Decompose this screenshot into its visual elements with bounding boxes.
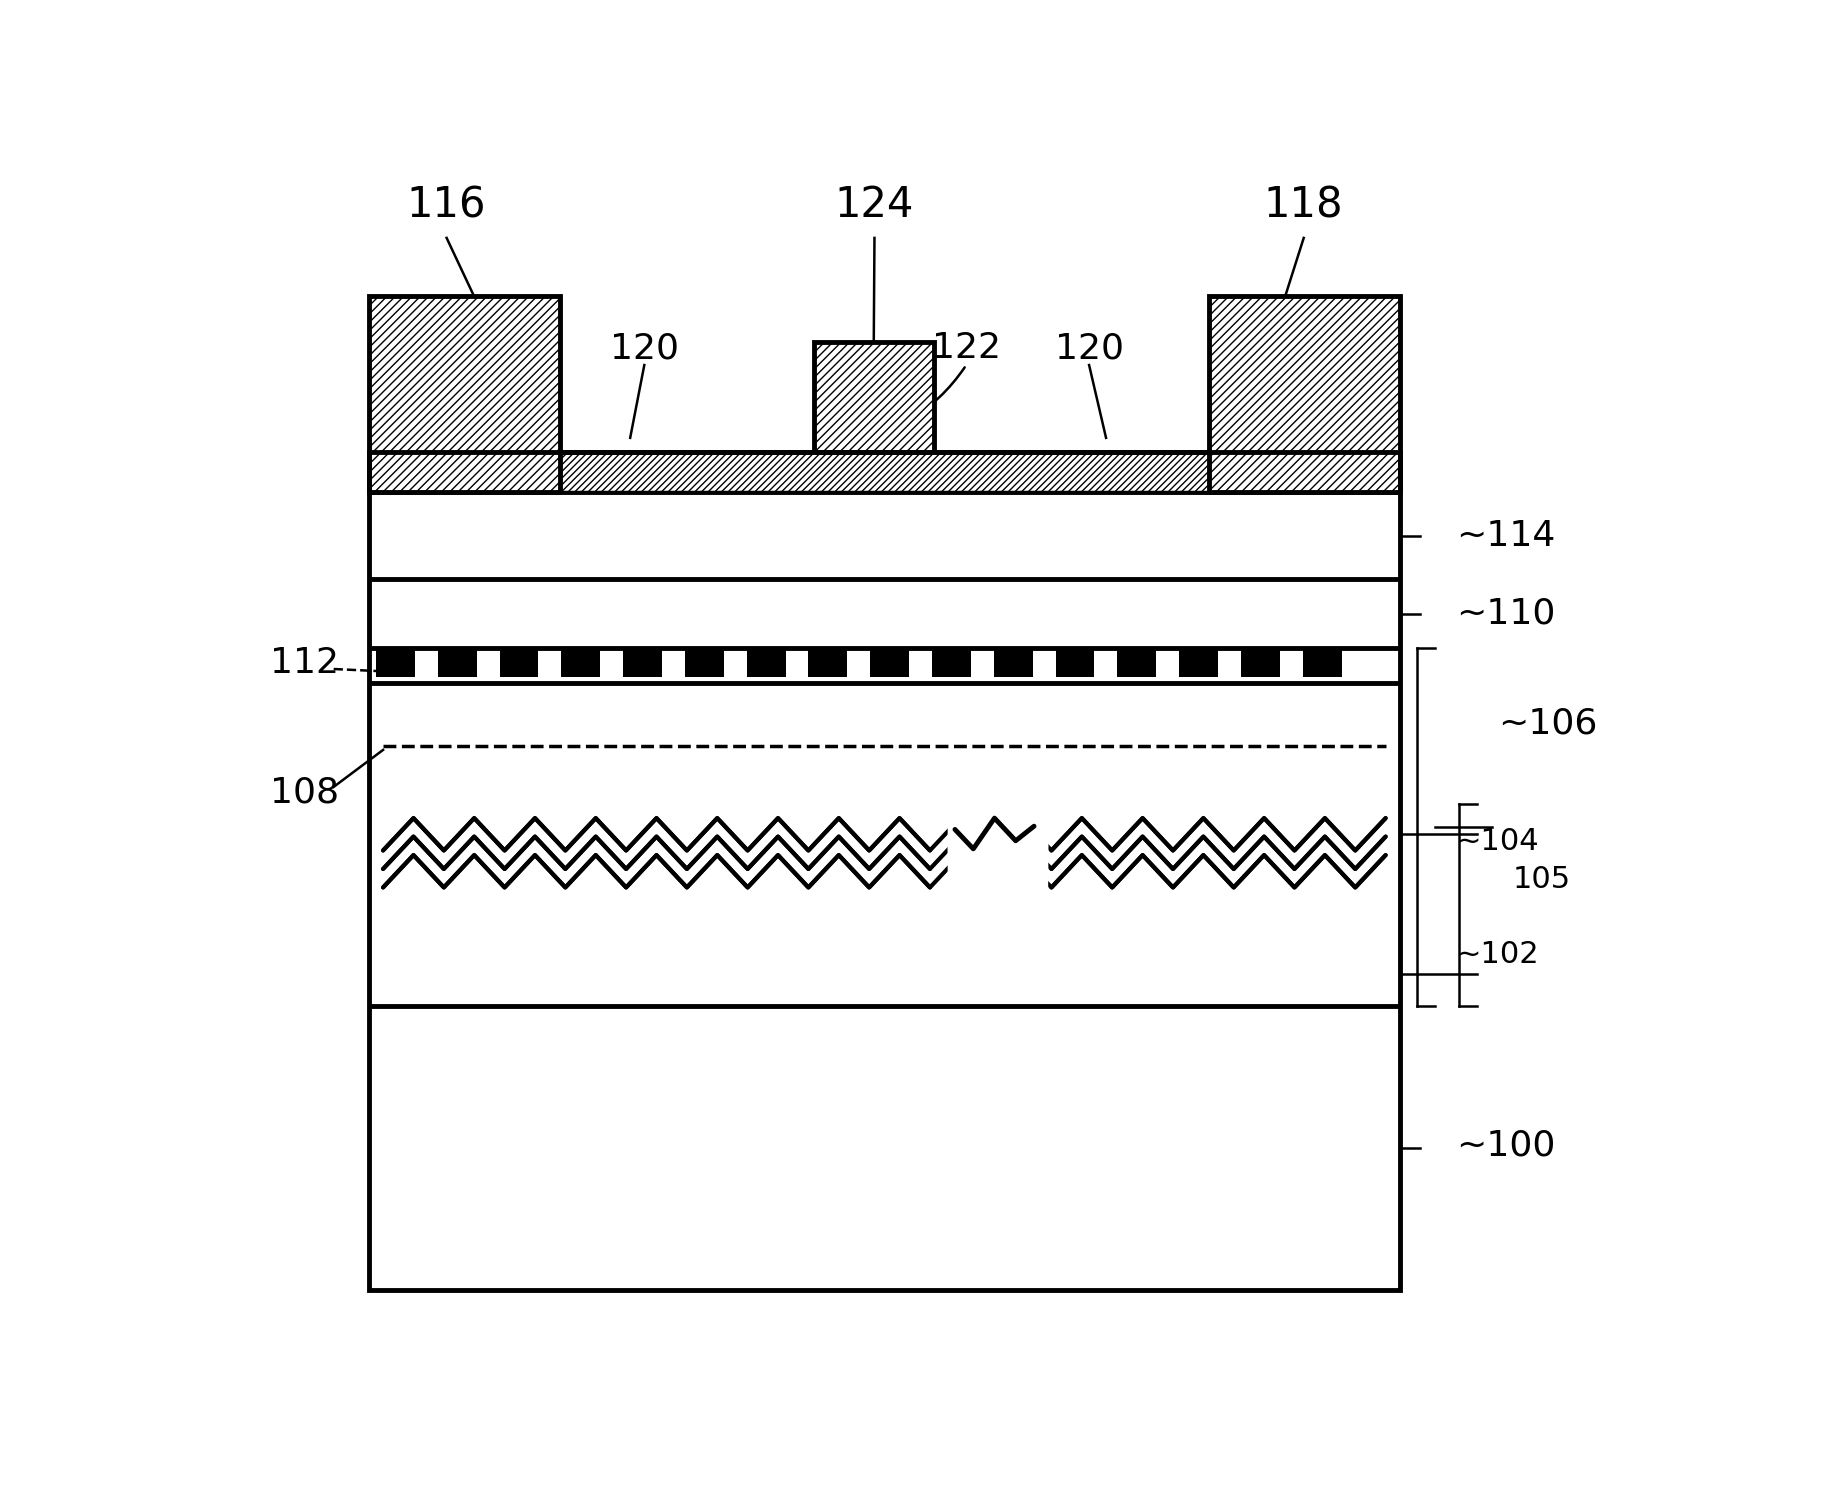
Text: 122: 122 xyxy=(931,332,1000,365)
Bar xyxy=(1303,648,1341,677)
Bar xyxy=(375,648,415,677)
Text: 120: 120 xyxy=(610,332,680,365)
Bar xyxy=(933,648,971,677)
Text: 105: 105 xyxy=(1512,865,1571,895)
Text: ~102: ~102 xyxy=(1456,940,1540,970)
Bar xyxy=(1117,648,1157,677)
Text: 112: 112 xyxy=(270,647,339,680)
Bar xyxy=(809,648,847,677)
Bar xyxy=(1241,648,1279,677)
Bar xyxy=(370,452,1399,492)
Bar xyxy=(561,648,599,677)
Text: ~114: ~114 xyxy=(1456,519,1556,552)
Bar xyxy=(685,648,723,677)
Bar xyxy=(1055,648,1095,677)
Bar xyxy=(871,648,909,677)
Text: 124: 124 xyxy=(834,185,915,227)
Bar xyxy=(747,648,785,677)
Bar xyxy=(370,452,1399,1289)
Text: ~100: ~100 xyxy=(1456,1129,1556,1162)
Text: ~106: ~106 xyxy=(1498,707,1598,740)
Bar xyxy=(623,648,661,677)
Text: 116: 116 xyxy=(406,185,486,227)
Bar xyxy=(993,648,1033,677)
Text: 120: 120 xyxy=(1055,332,1124,365)
Text: 108: 108 xyxy=(270,776,339,809)
Bar xyxy=(370,452,1399,1289)
Text: ~104: ~104 xyxy=(1456,827,1540,856)
Text: ~110: ~110 xyxy=(1456,596,1556,630)
Bar xyxy=(437,648,477,677)
Text: 118: 118 xyxy=(1264,185,1343,227)
Bar xyxy=(1210,296,1399,492)
Bar xyxy=(499,648,539,677)
Bar xyxy=(370,296,559,492)
Bar xyxy=(1179,648,1217,677)
Bar xyxy=(814,342,933,452)
